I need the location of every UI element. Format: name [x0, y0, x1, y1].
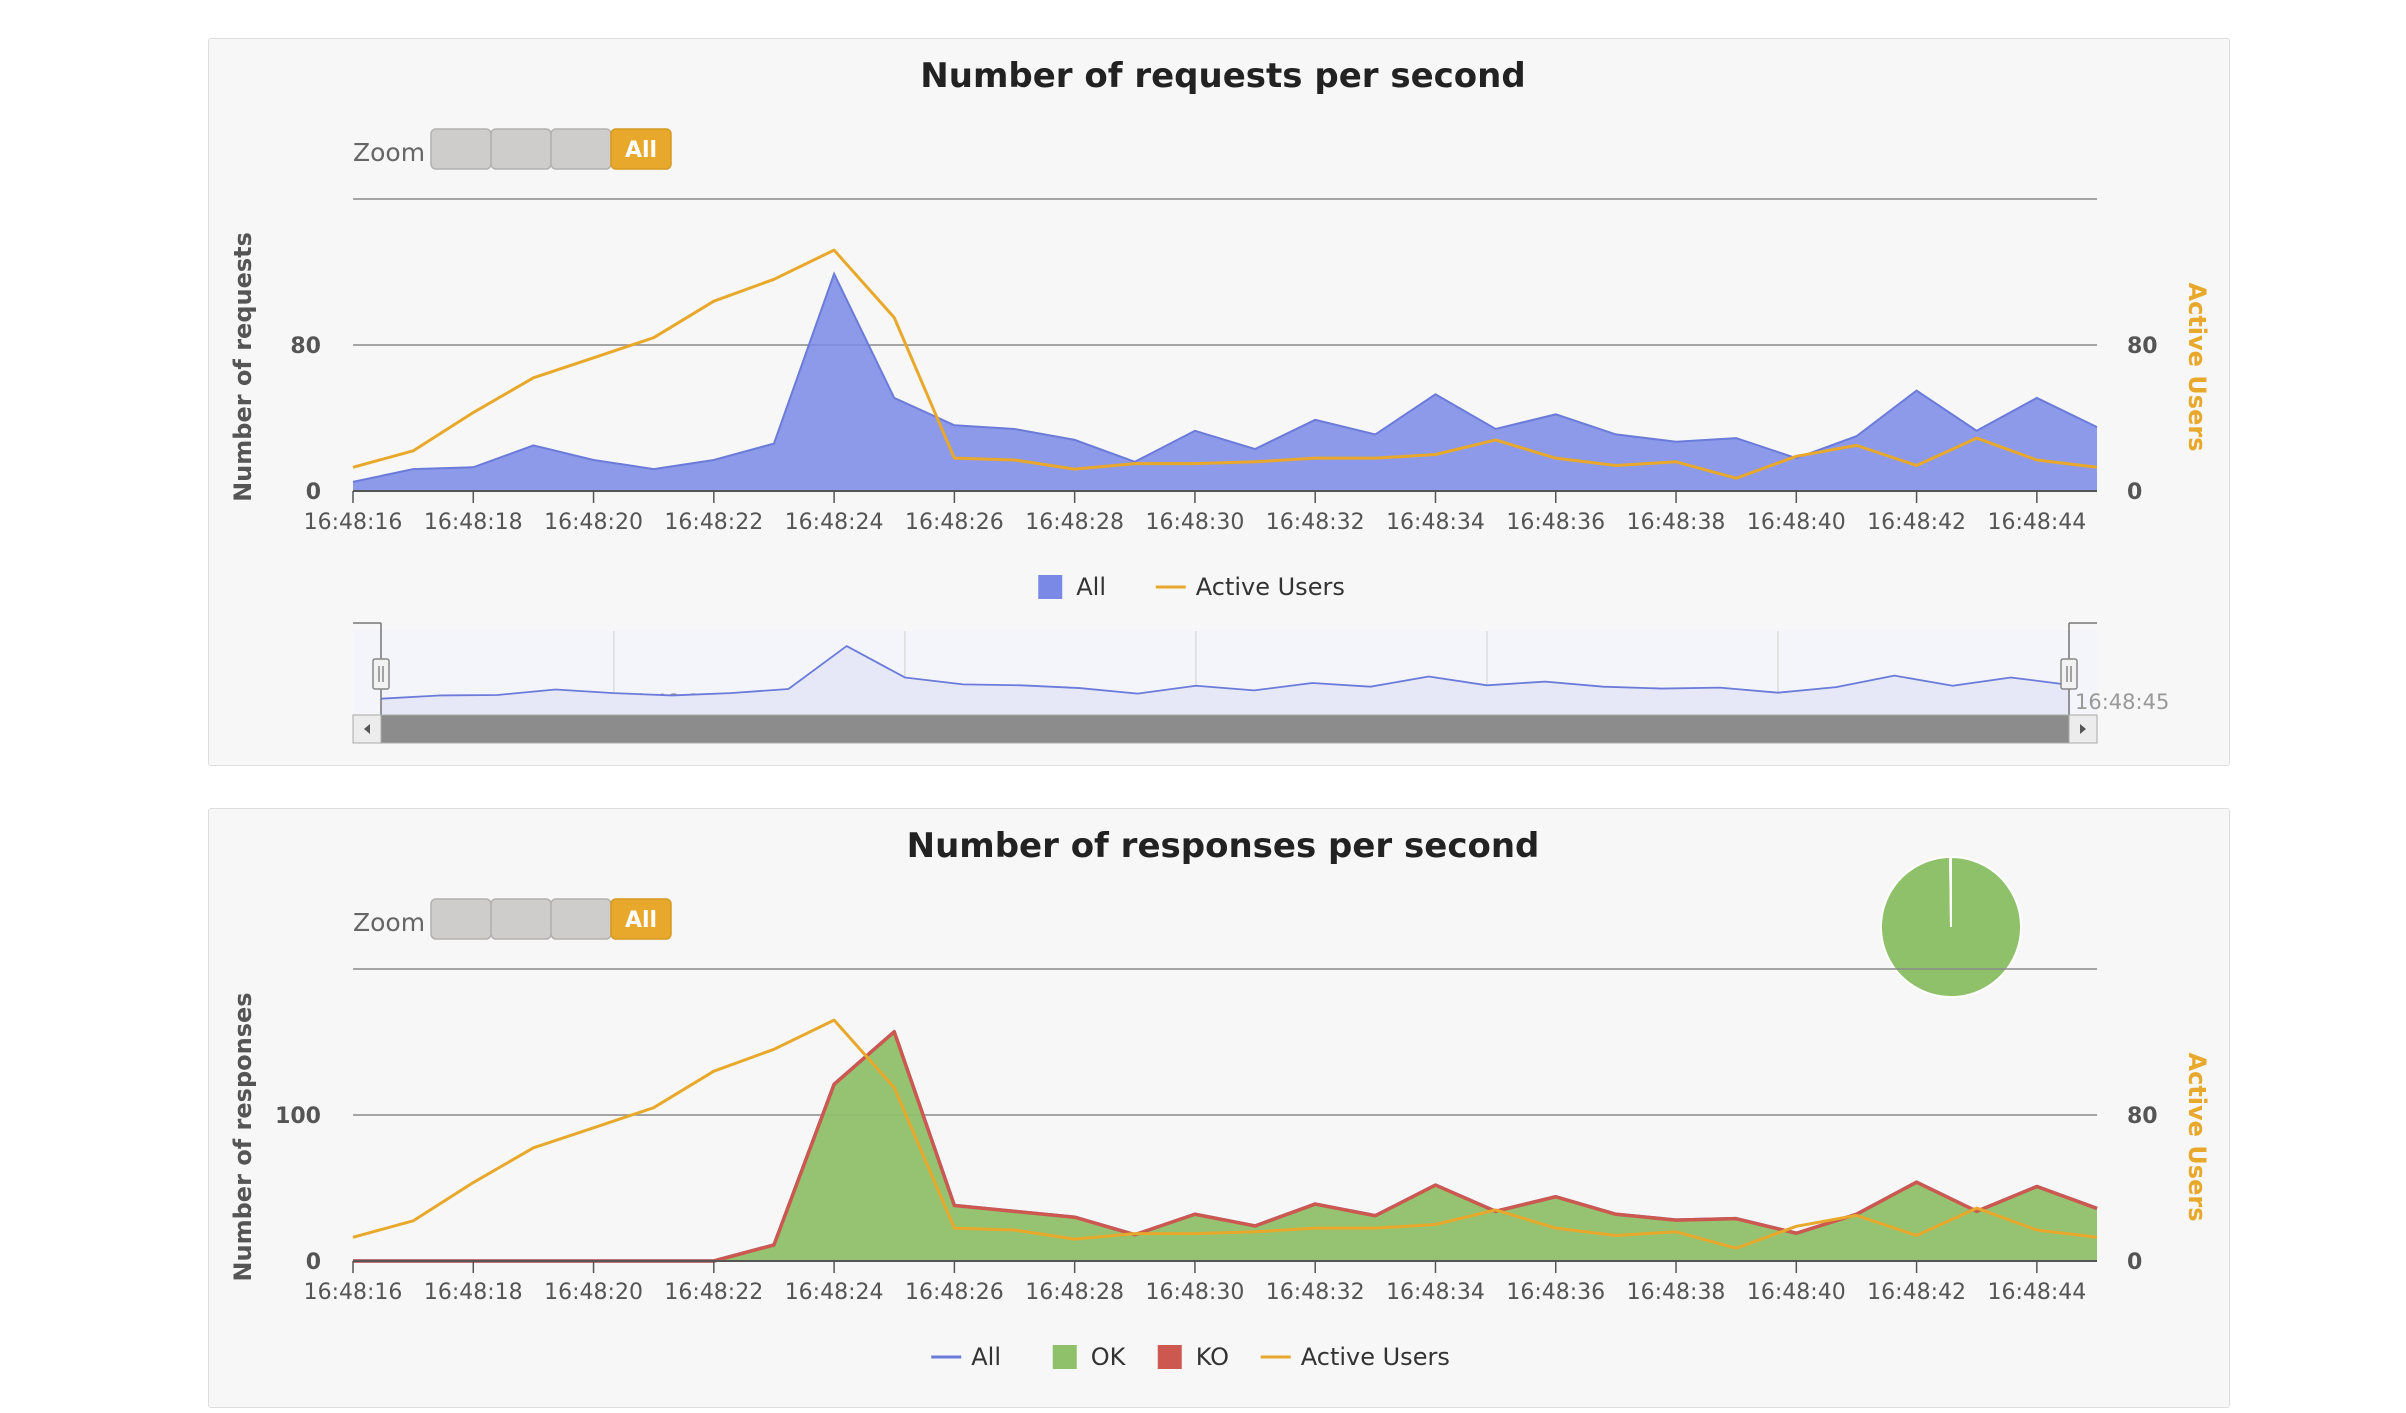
- x-tick-label: 16:48:18: [424, 510, 523, 535]
- requests-chart: Number of requests per second Zoom All 1…: [229, 56, 2211, 744]
- x-tick-label: 16:48:20: [544, 1280, 643, 1305]
- requests-chart-panel: Number of requests per second Zoom All 1…: [208, 38, 2230, 766]
- x-tick-label: 16:48:18: [424, 1280, 523, 1305]
- zoom-button[interactable]: [430, 898, 492, 940]
- y-axis-title: Number of requests: [229, 232, 257, 502]
- responses-chart-panel: Number of responses per second Zoom All …: [208, 808, 2230, 1408]
- legend: All OK KO Active Users: [931, 1343, 1450, 1371]
- y-right-tick-label: 0: [2127, 480, 2142, 505]
- zoom-all-button[interactable]: All: [610, 898, 672, 940]
- zoom-button[interactable]: [490, 898, 552, 940]
- x-tick-label: 16:48:30: [1146, 1280, 1245, 1305]
- legend-swatch: [1038, 575, 1063, 599]
- scrollbar-arrow-left-icon[interactable]: [352, 714, 382, 744]
- legend-item-active-users[interactable]: Active Users: [1260, 1343, 1450, 1371]
- x-tick-label: 16:48:26: [905, 510, 1004, 535]
- zoom-button-label: All: [625, 138, 657, 163]
- responses-chart: Number of responses per second Zoom All …: [229, 826, 2211, 1371]
- ok-ko-pie-chart: [1880, 855, 2022, 998]
- x-tick-label: 16:48:40: [1747, 1280, 1846, 1305]
- y-right-tick-label: 80: [2127, 1104, 2158, 1129]
- navigator-handle-right[interactable]: [2060, 658, 2078, 690]
- zoom-label: Zoom: [353, 908, 425, 937]
- navigator-handle-left[interactable]: [372, 658, 390, 690]
- x-tick-label: 16:48:38: [1627, 510, 1726, 535]
- x-tick-label: 16:48:16: [304, 510, 403, 535]
- x-tick-label: 16:48:44: [1987, 1280, 2086, 1305]
- x-tick-label: 16:48:36: [1506, 1280, 1605, 1305]
- y-tick-label: 0: [306, 480, 321, 505]
- series-ok-area: [353, 1031, 2097, 1261]
- x-tick-label: 16:48:32: [1266, 1280, 1365, 1305]
- y-right-tick-label: 80: [2127, 334, 2158, 359]
- legend-item-all[interactable]: All: [1038, 573, 1106, 601]
- series-active-users-line: [352, 1018, 2098, 1250]
- pie-slice-ko: [1949, 855, 1952, 928]
- navigator[interactable]: 16:48:2016:48:2516:48:3016:48:3516:48:40…: [352, 622, 2169, 744]
- navigator-series-line: [380, 645, 2070, 700]
- navigator-tick-label: 16:48:45: [2075, 690, 2169, 714]
- legend-item-active-users[interactable]: Active Users: [1155, 573, 1345, 601]
- y-tick-label: 80: [290, 334, 321, 359]
- y-right-tick-label: 0: [2127, 1250, 2142, 1275]
- legend: All Active Users: [1038, 573, 1345, 601]
- x-tick-label: 16:48:34: [1386, 510, 1485, 535]
- zoom-button[interactable]: [550, 898, 612, 940]
- x-tick-label: 16:48:40: [1747, 510, 1846, 535]
- navigator-series-area: [381, 646, 2069, 715]
- x-tick-label: 16:48:16: [304, 1280, 403, 1305]
- y-tick-label: 0: [306, 1250, 321, 1275]
- x-tick-label: 16:48:38: [1627, 1280, 1726, 1305]
- x-tick-label: 16:48:24: [785, 1280, 884, 1305]
- series-active-users-line: [352, 248, 2098, 480]
- y-axis-right-title: Active Users: [2183, 283, 2211, 452]
- zoom-label: Zoom: [353, 138, 425, 167]
- zoom-control: Zoom All: [353, 128, 672, 170]
- x-tick-label: 16:48:24: [785, 510, 884, 535]
- x-tick-label: 16:48:28: [1025, 510, 1124, 535]
- chart-title: Number of responses per second: [907, 826, 1540, 866]
- legend-label: Active Users: [1196, 573, 1345, 601]
- y-axis-title: Number of responses: [229, 992, 257, 1281]
- scrollbar-arrow-right-icon[interactable]: [2068, 714, 2098, 744]
- x-tick-label: 16:48:34: [1386, 1280, 1485, 1305]
- navigator-scrollbar[interactable]: [352, 714, 2098, 744]
- legend-label: OK: [1091, 1343, 1127, 1371]
- x-tick-label: 16:48:44: [1987, 510, 2086, 535]
- zoom-button-label: All: [625, 908, 657, 933]
- legend-label: All: [1076, 573, 1106, 601]
- x-tick-label: 16:48:28: [1025, 1280, 1124, 1305]
- legend-label: All: [971, 1343, 1001, 1371]
- x-tick-label: 16:48:22: [664, 1280, 763, 1305]
- zoom-all-button[interactable]: All: [610, 128, 672, 170]
- zoom-button[interactable]: [430, 128, 492, 170]
- x-tick-label: 16:48:20: [544, 510, 643, 535]
- legend-item-all[interactable]: All: [931, 1343, 1001, 1371]
- legend-item-ko[interactable]: KO: [1157, 1343, 1229, 1371]
- x-tick-label: 16:48:26: [905, 1280, 1004, 1305]
- x-tick-label: 16:48:30: [1146, 510, 1245, 535]
- legend-item-ok[interactable]: OK: [1052, 1343, 1127, 1371]
- x-tick-label: 16:48:42: [1867, 510, 1966, 535]
- zoom-control: Zoom All: [353, 898, 672, 940]
- legend-label: KO: [1196, 1343, 1229, 1371]
- x-tick-label: 16:48:36: [1506, 510, 1605, 535]
- y-tick-label: 100: [275, 1104, 321, 1129]
- x-tick-label: 16:48:32: [1266, 510, 1365, 535]
- legend-label: Active Users: [1301, 1343, 1450, 1371]
- zoom-button[interactable]: [490, 128, 552, 170]
- chart-title: Number of requests per second: [920, 56, 1525, 96]
- x-tick-label: 16:48:42: [1867, 1280, 1966, 1305]
- zoom-button[interactable]: [550, 128, 612, 170]
- series-all-area: [353, 273, 2097, 491]
- legend-swatch: [1157, 1345, 1182, 1369]
- x-tick-label: 16:48:22: [664, 510, 763, 535]
- legend-swatch: [1052, 1345, 1077, 1369]
- y-axis-right-title: Active Users: [2183, 1053, 2211, 1222]
